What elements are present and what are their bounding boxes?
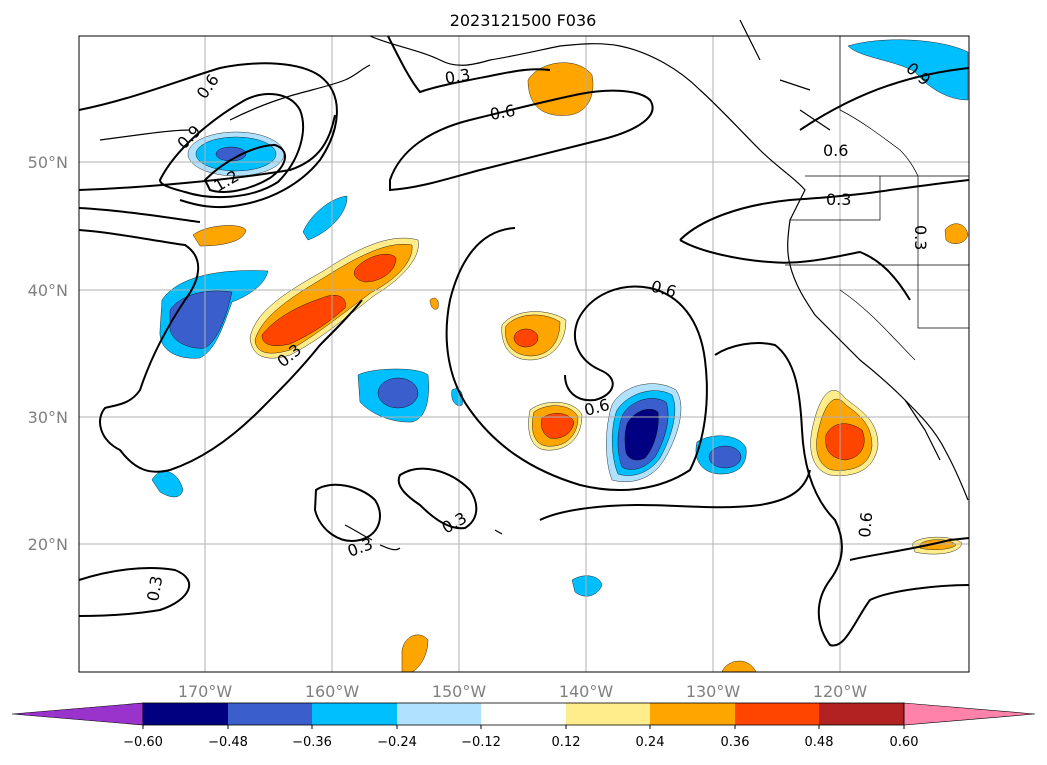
colorbar-segment [397,703,481,725]
colorbar-outline [142,702,905,726]
political-borders [785,36,969,361]
contour-label: 0.6 [855,511,876,538]
contour-line [78,229,363,473]
colorbar-segment [143,703,228,725]
anomaly-blob-neg-streak [302,195,348,241]
lon-label: 140°W [559,682,614,701]
colorbar-tick-label: −0.12 [461,735,501,750]
anomaly-blob-pos-west-band [249,237,419,359]
colorbar-segment [566,703,650,725]
latitude-labels: 50°N 40°N 30°N 20°N [28,153,68,554]
contour-line [313,483,381,542]
contour-label: 0.6 [823,141,848,160]
contour-line [389,89,654,192]
contour-line [78,114,336,191]
contour-line [78,207,201,223]
contour-line [387,35,551,94]
contour-label: 0.3 [143,574,166,602]
lat-label: 50°N [28,153,68,172]
colorbar-tick-label: −0.48 [208,735,248,750]
anomaly-blob-neg-core [606,383,682,482]
contours [78,35,970,647]
map-panel: 0.6 0.9 1.2 0.3 0.6 0.6 0.9 0.3 0.3 0.3 … [78,19,970,673]
anomaly-blob-pos-south [528,402,583,451]
colorbar-tick-labels: −0.60 −0.48 −0.36 −0.24 −0.12 0.12 0.24 … [123,735,918,750]
lon-label: 160°W [305,682,360,701]
colorbar-extend-low [11,702,144,726]
contour-label: 0.3 [826,190,851,209]
contour-line [714,342,970,647]
colorbar-segment [312,703,397,725]
lon-label: 150°W [432,682,487,701]
contour-label: 0.3 [911,225,930,250]
colorbar-tick-label: 0.12 [552,735,581,750]
contour-line [849,537,970,561]
contour-line [445,227,708,491]
lon-label: 130°W [686,682,741,701]
colorbar-tick-label: 0.36 [721,735,750,750]
lon-label: 120°W [813,682,868,701]
lat-label: 40°N [28,281,68,300]
lon-label: 170°W [178,682,233,701]
colorbar-tick-label: −0.36 [292,735,332,750]
colorbar-segment [650,703,735,725]
anomaly-blob-neg-mid [357,368,429,423]
anomaly-blob-neg-west [159,270,269,359]
colorbar-segment [735,703,819,725]
colorbar: −0.60 −0.48 −0.36 −0.24 −0.12 0.12 0.24 … [11,702,1036,750]
colorbar-ticks [142,725,905,729]
contour-line [539,469,811,521]
anomaly-blob-pos-north [527,62,594,116]
contour-label: 0.3 [443,65,471,88]
anomaly-blob-pos-small-west [192,225,439,310]
anomaly-blob-neg-nw [187,131,285,177]
contour-label: 0.6 [488,101,516,124]
contour-line [679,179,970,241]
anomaly-blob-pos-small-south [401,223,969,673]
contour-line [78,567,190,617]
contour-line [78,62,338,209]
anomaly-blob-neg-small [151,39,969,597]
contour-line [203,143,286,193]
anomaly-blob-pos-center [501,311,567,361]
contour-line [158,93,304,199]
colorbar-segment [481,703,566,725]
contour-line [397,467,478,530]
longitude-labels: 170°W 160°W 150°W 140°W 130°W 120°W [178,682,868,701]
colorbar-tick-label: 0.24 [636,735,665,750]
gridlines [79,36,969,672]
colorbar-tick-label: 0.60 [890,735,919,750]
colorbar-tick-label: −0.24 [377,735,417,750]
colorbar-tick-label: −0.60 [123,735,163,750]
anomaly-blob-neg-east [695,435,747,475]
lat-label: 20°N [28,535,68,554]
colorbar-segment [228,703,312,725]
colorbar-tick-label: 0.48 [805,735,834,750]
map-frame [78,35,970,673]
colorbar-segment [819,703,904,725]
colorbar-extend-high [903,702,1036,726]
contour-line [799,67,970,131]
map-title: 2023121500 F036 [450,11,597,30]
lat-label: 30°N [28,408,68,427]
coastlines [99,19,969,551]
contour-line [679,239,911,301]
